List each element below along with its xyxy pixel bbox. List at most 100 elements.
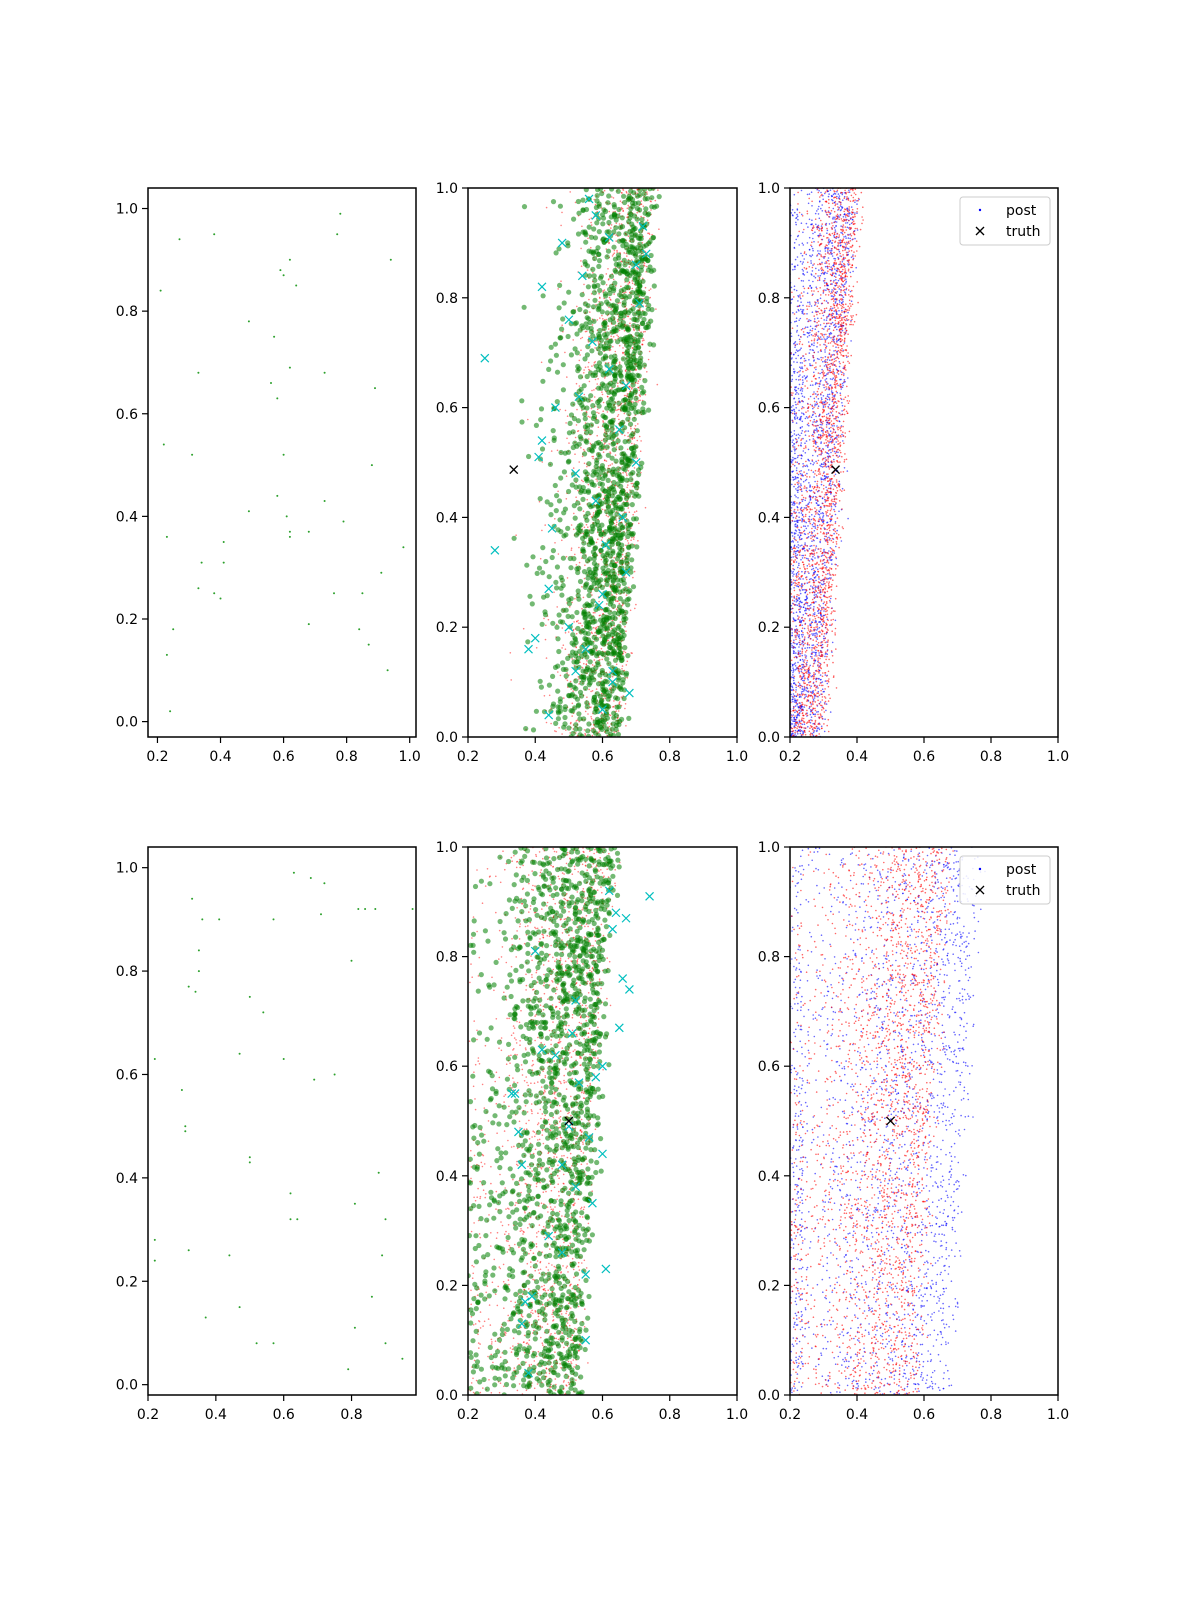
- post-point-blue: [816, 574, 818, 576]
- post-point-blue: [795, 434, 798, 437]
- post-point-blue: [805, 609, 807, 612]
- sample-point-red: [581, 225, 583, 228]
- post-point-blue: [822, 314, 825, 317]
- sample-point-red: [580, 349, 582, 352]
- post-point-blue: [797, 393, 800, 395]
- sample-point-green: [632, 387, 638, 393]
- sample-point-green: [639, 320, 646, 326]
- post-point-blue: [826, 398, 829, 401]
- sample-point-red: [582, 596, 585, 599]
- panel-top-middle: 0.2 0.4 0.6 0.8 1.00.00.20.40.60.81.0: [436, 181, 748, 765]
- sample-point-red: [572, 528, 575, 531]
- post-point-blue: [813, 318, 816, 320]
- sample-point-green: [596, 305, 602, 311]
- sample-point-green: [541, 594, 547, 600]
- sample-point-red: [641, 343, 643, 346]
- post-point-blue: [793, 663, 796, 665]
- sample-point-red: [620, 696, 623, 698]
- sample-point-red: [625, 576, 627, 579]
- post-point-blue: [819, 516, 821, 518]
- post-point-blue: [792, 404, 794, 407]
- sample-point-red: [621, 192, 623, 194]
- post-point-blue: [800, 696, 802, 698]
- sample-point-green: [580, 496, 586, 502]
- sample-point-green: [610, 484, 616, 490]
- sample-point-red: [569, 606, 571, 608]
- post-point-blue: [790, 693, 792, 696]
- post-point-blue: [808, 609, 810, 611]
- post-point-blue: [807, 679, 809, 681]
- post-point-blue: [831, 289, 833, 291]
- sample-point-green: [585, 728, 591, 734]
- sample-point-green: [598, 337, 605, 343]
- sample-point-green: [620, 243, 626, 249]
- post-point-blue: [805, 504, 807, 507]
- sample-point-green: [646, 302, 652, 308]
- sample-point-red: [629, 386, 631, 389]
- sample-point-green: [630, 366, 636, 372]
- sample-point-green: [554, 564, 561, 570]
- post-point-blue: [801, 554, 803, 557]
- post-point-blue: [815, 601, 817, 603]
- sample-point-green: [597, 327, 603, 334]
- post-point-blue: [800, 470, 802, 472]
- sample-point-green: [577, 506, 583, 512]
- sample-point-green: [548, 344, 554, 350]
- post-point-blue: [797, 480, 800, 482]
- post-point-blue: [795, 574, 798, 576]
- sample-point-red: [613, 556, 615, 559]
- post-point-blue: [815, 415, 817, 418]
- sample-point-green: [634, 428, 640, 434]
- post-point-blue: [795, 320, 798, 323]
- post-point-blue: [820, 477, 822, 479]
- plot-area: [480, 188, 662, 737]
- sample-point-green: [621, 580, 627, 587]
- sample-point-green: [600, 552, 606, 559]
- sample-point-green: [647, 341, 653, 347]
- sample-point-green: [625, 589, 631, 595]
- post-point-blue: [801, 383, 804, 386]
- post-point-blue: [793, 448, 796, 450]
- sample-point-red: [580, 247, 582, 250]
- post-point-blue: [825, 535, 827, 538]
- scatter-point: [288, 366, 291, 369]
- sample-point-red: [586, 498, 588, 501]
- post-point-blue: [842, 216, 845, 218]
- x-tick-label: 0.4: [524, 749, 546, 765]
- sample-point-green: [610, 400, 617, 406]
- sample-point-green: [625, 525, 631, 532]
- sample-point-green: [552, 482, 558, 489]
- sample-point-red: [601, 391, 603, 393]
- sample-point-red: [547, 618, 550, 621]
- sample-point-green: [637, 207, 643, 213]
- sample-point-red: [565, 475, 568, 478]
- post-point-blue: [794, 388, 796, 391]
- post-point-blue: [791, 532, 793, 534]
- sample-point-green: [622, 262, 628, 268]
- post-point-blue: [798, 397, 800, 400]
- sample-point-green: [649, 307, 655, 313]
- post-point-blue: [803, 627, 806, 630]
- sample-point-green: [562, 450, 568, 456]
- cyan-x-marker: [551, 403, 560, 413]
- post-point-blue: [798, 564, 800, 567]
- sample-point-green: [534, 570, 540, 577]
- post-point-blue: [848, 191, 851, 193]
- sample-point-red: [637, 423, 639, 425]
- sample-point-green: [584, 315, 590, 321]
- post-point-blue: [833, 350, 835, 352]
- sample-point-green: [583, 620, 589, 626]
- sample-point-red: [608, 296, 611, 299]
- sample-point-green: [626, 455, 632, 461]
- post-point-blue: [827, 573, 829, 575]
- post-point-blue: [795, 496, 797, 498]
- sample-point-green: [649, 204, 655, 210]
- sample-point-red: [564, 409, 567, 412]
- post-point-blue: [800, 457, 803, 460]
- sample-point-green: [521, 304, 527, 310]
- sample-point-green: [625, 551, 631, 557]
- post-point-blue: [801, 390, 804, 392]
- sample-point-green: [625, 365, 632, 371]
- post-point-blue: [824, 356, 827, 358]
- post-point-blue: [800, 484, 802, 487]
